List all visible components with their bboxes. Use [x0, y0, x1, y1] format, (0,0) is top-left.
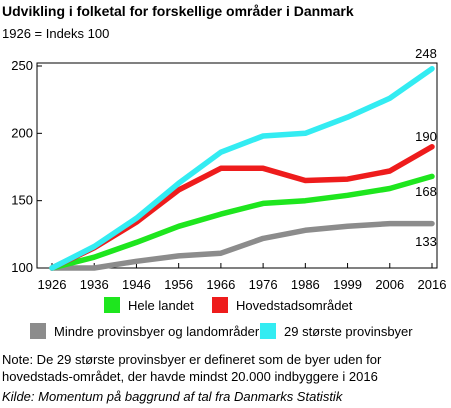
x-tick-label: 1986: [291, 277, 320, 292]
x-tick-label: 1966: [206, 277, 235, 292]
legend-swatch: [260, 323, 276, 339]
legend-label: 29 største provinsbyer: [284, 324, 413, 339]
x-tick-label: 2016: [418, 277, 447, 292]
chart-title: Udvikling i folketal for forskellige omr…: [2, 3, 354, 19]
legend-swatch: [104, 297, 120, 313]
series-end-label: 248: [415, 46, 437, 61]
x-tick-label: 2006: [375, 277, 404, 292]
series-end-label: 168: [415, 184, 437, 199]
x-tick-label: 1976: [249, 277, 278, 292]
line-chart: 100 150 200 250 1926 1936 1946 1956 1966 1976 1986…: [11, 46, 447, 339]
series-end-label: 133: [415, 234, 437, 249]
legend-swatch: [30, 323, 46, 339]
legend-label: Hovedstadsområdet: [236, 298, 353, 313]
y-tick-label: 150: [11, 193, 33, 208]
legend-label: Hele landet: [128, 298, 194, 313]
series-line: [49, 173, 435, 271]
chart-note: Note: De 29 største provinsbyer er defin…: [2, 352, 382, 384]
y-tick-label: 100: [11, 260, 33, 275]
series-line: [49, 220, 435, 271]
legend-label: Mindre provinsbyer og landområder: [54, 324, 260, 339]
y-tick-label: 250: [11, 58, 33, 73]
x-tick-label: 1926: [38, 277, 67, 292]
x-tick-label: 1946: [122, 277, 151, 292]
series-end-label: 190: [415, 129, 437, 144]
x-tick-label: 1999: [333, 277, 362, 292]
y-tick-label: 200: [11, 125, 33, 140]
legend-swatch: [212, 297, 228, 313]
plot-frame: [36, 62, 438, 269]
x-tick-label: 1956: [164, 277, 193, 292]
chart-subtitle: 1926 = Indeks 100: [2, 26, 110, 41]
chart-source: Kilde: Momentum på baggrund af tal fra D…: [2, 389, 343, 404]
series-line: [49, 65, 435, 271]
x-tick-label: 1936: [80, 277, 109, 292]
